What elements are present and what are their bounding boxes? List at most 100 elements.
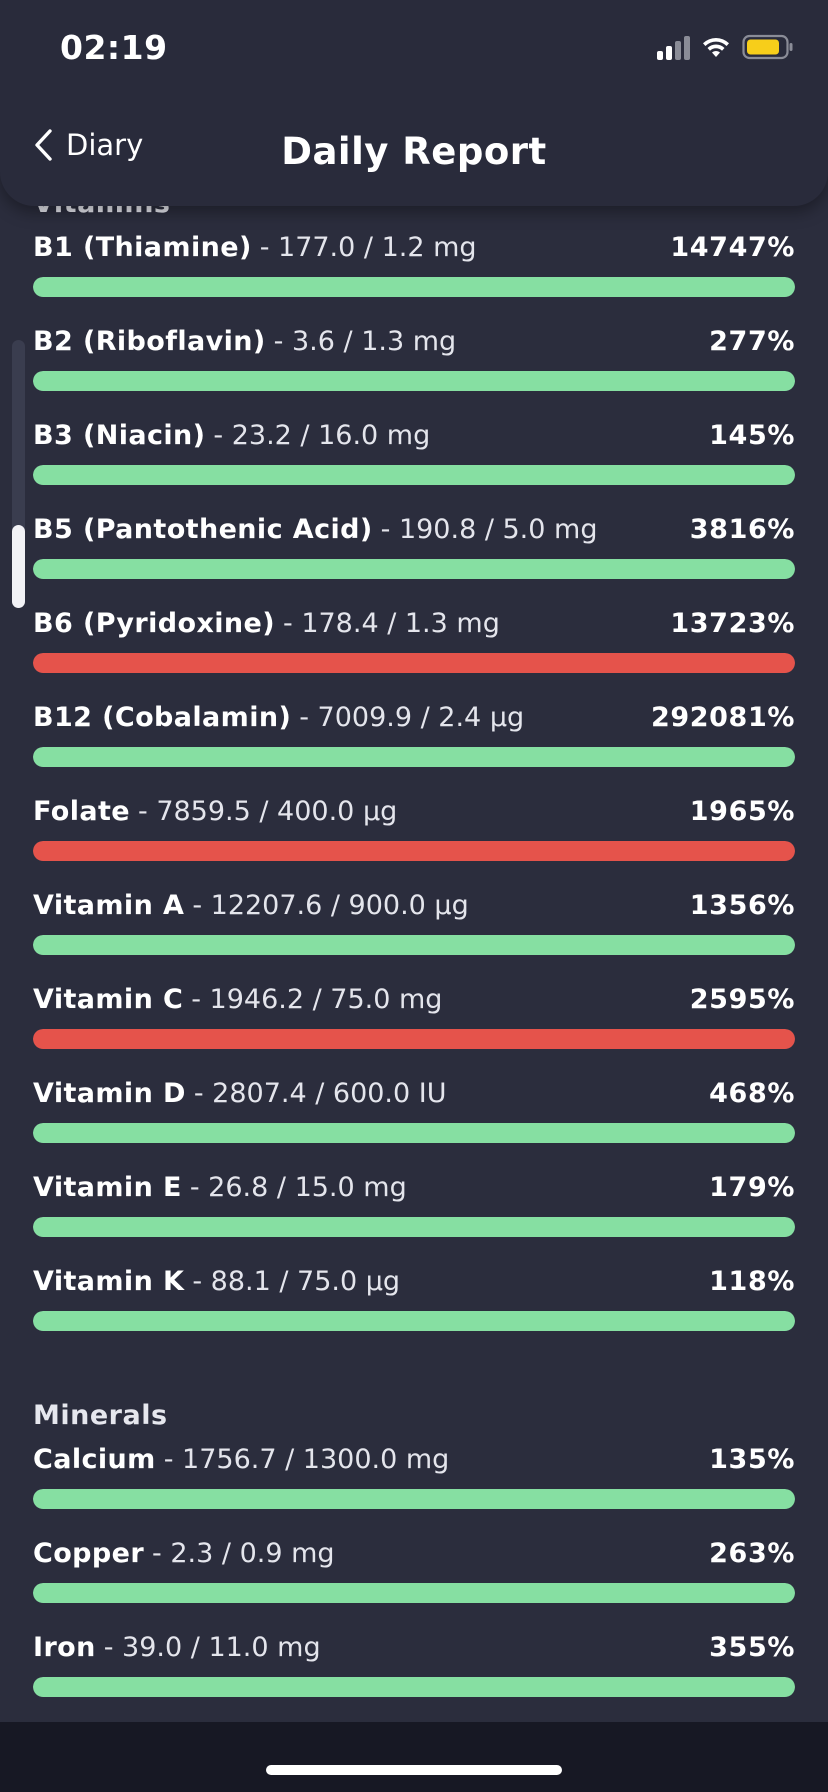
progress-bar — [33, 1123, 795, 1143]
nutrient-row[interactable]: B2 (Riboflavin) - 3.6 / 1.3 mg 277% — [33, 326, 795, 396]
progress-fill — [33, 465, 795, 485]
nutrient-row[interactable]: Vitamin A- 12207.6 / 900.0 µg 1356% — [33, 890, 795, 960]
progress-fill — [33, 1489, 795, 1509]
back-label: Diary — [66, 128, 144, 162]
nutrient-amount: - 190.8 / 5.0 mg — [380, 514, 598, 545]
nutrient-amount: - 2807.4 / 600.0 IU — [193, 1078, 447, 1109]
progress-fill — [33, 1583, 795, 1603]
status-time: 02:19 — [60, 28, 168, 67]
progress-bar — [33, 653, 795, 673]
progress-fill — [33, 371, 795, 391]
nutrient-name: B5 (Pantothenic Acid) — [33, 514, 373, 545]
header-bar: 02:19 — [0, 0, 828, 206]
nutrient-name: Calcium — [33, 1444, 156, 1475]
nutrient-row[interactable]: Folate - 7859.5 / 400.0 µg 1965% — [33, 796, 795, 866]
progress-fill — [33, 1217, 795, 1237]
progress-bar — [33, 559, 795, 579]
progress-fill — [33, 277, 795, 297]
nutrient-row[interactable]: Vitamin D- 2807.4 / 600.0 IU 468% — [33, 1078, 795, 1148]
nutrient-percent: 135% — [709, 1444, 795, 1475]
section-title: Minerals — [33, 1400, 168, 1431]
progress-bar — [33, 1489, 795, 1509]
nutrient-name: Vitamin K — [33, 1266, 185, 1297]
nutrient-amount: - 7009.9 / 2.4 µg — [299, 702, 525, 733]
progress-bar — [33, 1029, 795, 1049]
nutrient-amount: - 23.2 / 16.0 mg — [213, 420, 431, 451]
nutrient-row[interactable]: Vitamin E- 26.8 / 15.0 mg 179% — [33, 1172, 795, 1242]
progress-bar — [33, 277, 795, 297]
nutrient-name: Vitamin E — [33, 1172, 182, 1203]
nutrient-percent: 118% — [709, 1266, 795, 1297]
nutrient-name: B6 (Pyridoxine) — [33, 608, 275, 639]
progress-fill — [33, 559, 795, 579]
progress-bar — [33, 1677, 795, 1697]
nutrient-percent: 3816% — [689, 514, 795, 545]
nutrient-row[interactable]: Vitamin K- 88.1 / 75.0 µg 118% — [33, 1266, 795, 1336]
nutrient-name: B1 (Thiamine) — [33, 232, 252, 263]
progress-fill — [33, 1029, 795, 1049]
progress-bar — [33, 371, 795, 391]
battery-icon — [742, 34, 794, 60]
cellular-signal-icon — [657, 34, 690, 60]
section-title: Vitamins — [33, 206, 170, 219]
nutrient-line: B1 (Thiamine) - 177.0 / 1.2 mg 14747% — [33, 232, 795, 272]
nutrient-line: Folate - 7859.5 / 400.0 µg 1965% — [33, 796, 795, 836]
nutrient-line: B12 (Cobalamin) - 7009.9 / 2.4 µg 292081% — [33, 702, 795, 742]
home-indicator[interactable] — [266, 1765, 562, 1775]
nutrient-percent: 14747% — [670, 232, 795, 263]
nutrient-amount: - 39.0 / 11.0 mg — [103, 1632, 321, 1663]
nutrient-amount: - 26.8 / 15.0 mg — [189, 1172, 407, 1203]
nutrient-percent: 1356% — [689, 890, 795, 921]
nutrient-name: Vitamin D — [33, 1078, 186, 1109]
nutrient-amount: - 7859.5 / 400.0 µg — [138, 796, 398, 827]
nutrient-row[interactable]: B3 (Niacin) - 23.2 / 16.0 mg 145% — [33, 420, 795, 490]
nutrient-line: Vitamin A- 12207.6 / 900.0 µg 1356% — [33, 890, 795, 930]
progress-bar — [33, 841, 795, 861]
nutrient-percent: 1965% — [689, 796, 795, 827]
back-button[interactable]: Diary — [32, 128, 143, 162]
scroll-thumb[interactable] — [12, 525, 25, 608]
nutrient-amount: - 1946.2 / 75.0 mg — [191, 984, 443, 1015]
report-list[interactable]: Vitamins B1 (Thiamine)- 177.0 / 1.2 mg 147… — [0, 206, 828, 1722]
nutrient-row[interactable]: Copper - 2.3 / 0.9 mg 263% — [33, 1538, 795, 1608]
nutrient-amount: - 178.4 / 1.3 mg — [283, 608, 500, 639]
nutrient-row[interactable]: B5 (Pantothenic Acid) - 190.8 / 5.0 mg 381… — [33, 514, 795, 584]
nutrient-name: Iron — [33, 1632, 96, 1663]
nutrient-name: Copper — [33, 1538, 145, 1569]
progress-bar — [33, 935, 795, 955]
home-indicator-area — [0, 1722, 828, 1792]
scroll-indicator[interactable] — [12, 340, 25, 608]
nutrient-row[interactable]: B12 (Cobalamin) - 7009.9 / 2.4 µg 292081% — [33, 702, 795, 772]
nutrient-percent: 277% — [709, 326, 795, 357]
nutrient-line: B2 (Riboflavin) - 3.6 / 1.3 mg 277% — [33, 326, 795, 366]
nutrient-line: Vitamin E- 26.8 / 15.0 mg 179% — [33, 1172, 795, 1212]
nutrient-line: B3 (Niacin) - 23.2 / 16.0 mg 145% — [33, 420, 795, 460]
nutrient-name: Folate — [33, 796, 130, 827]
nutrient-row[interactable]: B1 (Thiamine) - 177.0 / 1.2 mg 14747% — [33, 232, 795, 302]
nutrient-percent: 292081% — [651, 702, 795, 733]
nutrient-amount: - 3.6 / 1.3 mg — [273, 326, 457, 357]
progress-fill — [33, 747, 795, 767]
nutrient-percent: 355% — [709, 1632, 795, 1663]
nutrient-percent: 13723% — [670, 608, 795, 639]
nutrient-amount: - 1756.7 / 1300.0 mg — [163, 1444, 450, 1475]
nutrient-row[interactable]: Calcium - 1756.7 / 1300.0 mg 135% — [33, 1444, 795, 1514]
nutrient-percent: 468% — [709, 1078, 795, 1109]
nutrient-amount: - 12207.6 / 900.0 µg — [192, 890, 469, 921]
nutrient-percent: 2595% — [689, 984, 795, 1015]
nutrient-line: Vitamin K- 88.1 / 75.0 µg 118% — [33, 1266, 795, 1306]
progress-fill — [33, 1123, 795, 1143]
page-title: Daily Report — [281, 130, 547, 173]
nutrient-row[interactable]: Iron - 39.0 / 11.0 mg 355% — [33, 1632, 795, 1702]
nutrient-percent: 179% — [709, 1172, 795, 1203]
nutrient-amount: - 88.1 / 75.0 µg — [192, 1266, 401, 1297]
nutrient-name: Vitamin A — [33, 890, 185, 921]
progress-bar — [33, 465, 795, 485]
nutrient-line: Vitamin D- 2807.4 / 600.0 IU 468% — [33, 1078, 795, 1118]
nutrient-name: B12 (Cobalamin) — [33, 702, 292, 733]
nutrient-row[interactable]: Vitamin C- 1946.2 / 75.0 mg 2595% — [33, 984, 795, 1054]
nutrient-row[interactable]: B6 (Pyridoxine) - 178.4 / 1.3 mg 13723% — [33, 608, 795, 678]
nutrient-line: B6 (Pyridoxine) - 178.4 / 1.3 mg 13723% — [33, 608, 795, 648]
progress-fill — [33, 1677, 795, 1697]
nutrient-amount: - 2.3 / 0.9 mg — [152, 1538, 335, 1569]
